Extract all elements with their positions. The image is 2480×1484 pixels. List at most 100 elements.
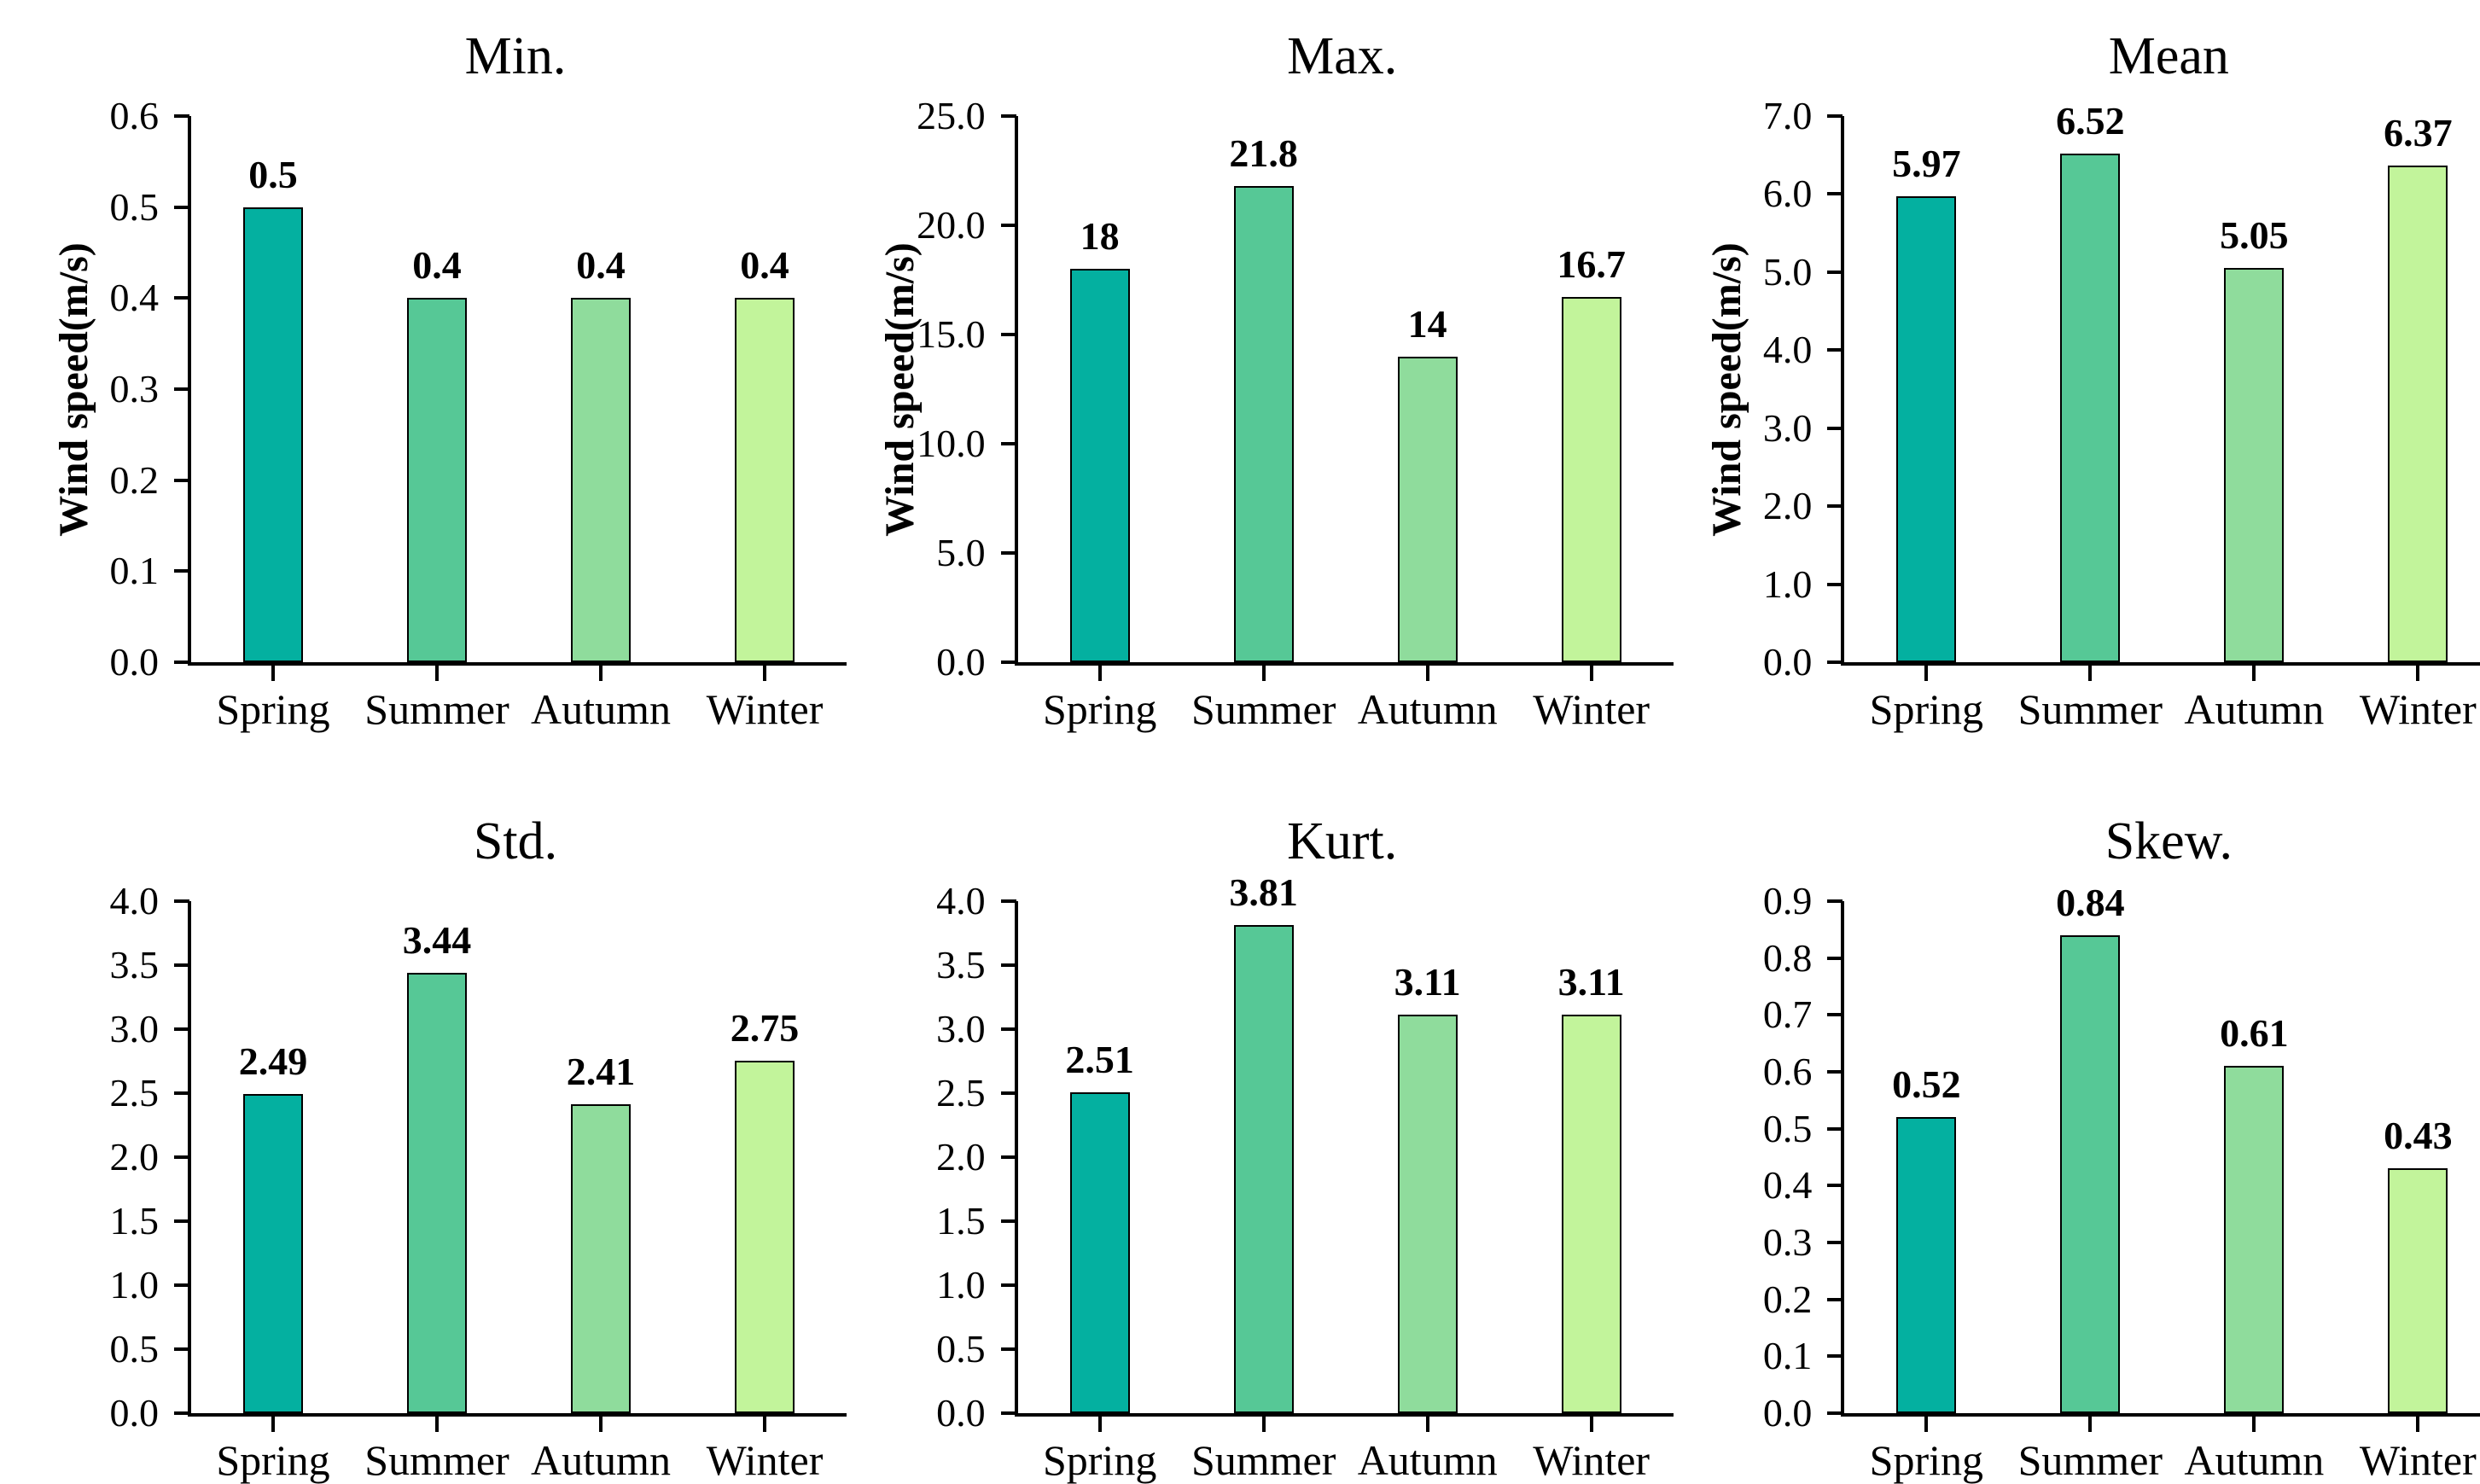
bar-value-label: 5.97 bbox=[1892, 142, 1961, 185]
bar-value-label: 0.4 bbox=[740, 243, 789, 287]
bar-value-label: 21.8 bbox=[1229, 131, 1298, 175]
y-axis-tick-label: 1.0 bbox=[936, 1263, 986, 1307]
y-axis-tick-label: 3.0 bbox=[109, 1007, 160, 1050]
y-axis-tick bbox=[1000, 1283, 1016, 1287]
y-axis-tick-label: 0.4 bbox=[1762, 1163, 1813, 1208]
y-axis-tick bbox=[1000, 114, 1016, 118]
x-axis-tick bbox=[2252, 666, 2256, 681]
bar-value-label: 5.05 bbox=[2220, 213, 2289, 257]
y-axis-tick bbox=[174, 114, 189, 118]
bar-value-label: 14 bbox=[1407, 302, 1447, 346]
bar-value-label: 2.75 bbox=[730, 1006, 800, 1050]
y-axis-tick bbox=[1827, 1184, 1843, 1188]
y-axis-tick bbox=[1827, 661, 1843, 664]
y-axis-tick-label: 25.0 bbox=[917, 94, 986, 137]
y-axis-tick-label: 0.5 bbox=[1762, 1106, 1813, 1150]
bar-summer bbox=[1233, 186, 1294, 662]
chart-max: Max. Wind speed(m/s) 0.0 5.0 10.0 15.0 20.0 2… bbox=[861, 14, 1674, 733]
y-axis-tick-label: 0.1 bbox=[1762, 1334, 1813, 1378]
charts-grid: Min. Wind speed(m/s) 0.0 0.1 0.2 0.3 0.4 0.5 0… bbox=[34, 14, 2480, 1484]
y-axis-tick-label: 1.5 bbox=[936, 1199, 986, 1242]
y-axis-tick-label: 3.0 bbox=[1762, 405, 1813, 450]
y-axis-tick bbox=[1827, 1297, 1843, 1301]
y-axis-tick-label: 0.0 bbox=[1762, 1391, 1813, 1435]
y-axis-tick-label: 0.7 bbox=[1762, 992, 1813, 1037]
y-axis-tick-label: 1.0 bbox=[109, 1263, 160, 1307]
chart-title: Std. bbox=[473, 812, 558, 870]
x-axis-tick bbox=[2416, 1417, 2420, 1432]
x-axis-tick-label: Winter bbox=[2359, 1436, 2477, 1484]
y-axis-tick-label: 0.0 bbox=[936, 640, 986, 684]
y-axis-tick bbox=[1000, 1027, 1016, 1031]
x-axis-tick bbox=[1261, 666, 1266, 681]
y-axis-tick bbox=[1827, 504, 1843, 509]
bar-winter bbox=[735, 298, 795, 662]
chart-title: Mean bbox=[2108, 27, 2229, 85]
y-axis-tick bbox=[174, 387, 189, 391]
bar-spring bbox=[1069, 269, 1130, 662]
y-axis-tick bbox=[1827, 899, 1843, 903]
chart-title: Min. bbox=[464, 27, 567, 85]
bar-summer bbox=[2060, 154, 2121, 662]
x-axis-tick-label: Autumn bbox=[2184, 685, 2325, 733]
y-axis-tick bbox=[1827, 348, 1843, 352]
y-axis-tick-label: 1.5 bbox=[109, 1199, 160, 1242]
chart-min: Min. Wind speed(m/s) 0.0 0.1 0.2 0.3 0.4 0.5 0… bbox=[34, 14, 847, 733]
x-axis-tick bbox=[435, 666, 439, 681]
chart-std: Std. 0.0 0.5 1.0 1.5 2.0 2.5 3.0 3.5 4.0 2.49 Spri… bbox=[34, 739, 847, 1484]
x-axis-tick-label: Winter bbox=[1533, 1436, 1650, 1484]
y-axis-tick-label: 0.5 bbox=[109, 1327, 160, 1371]
bar-spring bbox=[243, 1094, 303, 1413]
chart-kurt: Kurt. 0.0 0.5 1.0 1.5 2.0 2.5 3.0 3.5 4.0 2.51 Spr… bbox=[861, 739, 1674, 1484]
bar-winter bbox=[2388, 166, 2448, 662]
x-axis-tick bbox=[1425, 1417, 1429, 1432]
x-axis-tick-label: Winter bbox=[2359, 685, 2477, 733]
y-axis-tick-label: 0.6 bbox=[1762, 1050, 1813, 1093]
y-axis-tick-label: 2.0 bbox=[1762, 484, 1813, 528]
y-axis-tick bbox=[1000, 551, 1016, 555]
y-axis-tick-label: 2.5 bbox=[936, 1071, 986, 1114]
y-axis-tick-label: 0.1 bbox=[109, 549, 160, 593]
bar-winter bbox=[1561, 1015, 1621, 1413]
bar-winter bbox=[735, 1061, 795, 1413]
y-axis-tick-label: 20.0 bbox=[917, 203, 986, 247]
bar-value-label: 3.44 bbox=[402, 918, 472, 962]
bar-value-label: 2.51 bbox=[1065, 1038, 1134, 1081]
x-axis-tick bbox=[1261, 1417, 1266, 1432]
y-axis-tick bbox=[1827, 1070, 1843, 1074]
y-axis-tick-label: 7.0 bbox=[1762, 94, 1813, 137]
bar-summer bbox=[1233, 925, 1294, 1413]
y-axis-tick bbox=[1000, 1411, 1016, 1415]
y-axis-tick-label: 6.0 bbox=[1762, 172, 1813, 216]
y-axis-tick bbox=[1000, 1347, 1016, 1351]
y-axis-tick bbox=[1000, 442, 1016, 445]
chart-title: Kurt. bbox=[1287, 812, 1398, 870]
y-axis-tick-label: 4.0 bbox=[1762, 328, 1813, 372]
bar-value-label: 3.11 bbox=[1557, 960, 1625, 1004]
x-axis-tick bbox=[1425, 666, 1429, 681]
bar-autumn bbox=[2224, 1066, 2285, 1413]
x-axis-tick bbox=[1924, 1417, 1929, 1432]
bar-value-label: 6.37 bbox=[2384, 111, 2453, 154]
y-axis-tick-label: 4.0 bbox=[109, 879, 160, 922]
bar-winter bbox=[1561, 297, 1621, 662]
x-axis-tick bbox=[763, 1417, 766, 1432]
x-axis-tick-label: Spring bbox=[1869, 685, 1983, 733]
y-axis-tick bbox=[1000, 224, 1016, 227]
y-axis-tick bbox=[174, 296, 189, 300]
y-axis-tick bbox=[1827, 192, 1843, 196]
x-axis-tick-label: Winter bbox=[706, 685, 824, 733]
y-axis-tick bbox=[1000, 963, 1016, 967]
bar-summer bbox=[407, 973, 467, 1413]
y-axis-tick-label: 2.0 bbox=[936, 1135, 986, 1178]
y-axis-tick-label: 1.0 bbox=[1762, 562, 1813, 606]
y-axis-label: Wind speed(m/s) bbox=[873, 116, 928, 662]
y-axis-tick bbox=[1827, 114, 1843, 118]
y-axis-tick bbox=[1827, 1126, 1843, 1131]
bar-autumn bbox=[571, 1104, 631, 1413]
y-axis-tick bbox=[1827, 426, 1843, 430]
plot-area: 0.0 1.0 2.0 3.0 4.0 5.0 6.0 7.0 5.97 Spring 6.52 Su… bbox=[1763, 94, 2480, 733]
x-axis-tick bbox=[435, 1417, 439, 1432]
y-axis-tick bbox=[1827, 270, 1843, 274]
bar-value-label: 16.7 bbox=[1557, 242, 1626, 286]
